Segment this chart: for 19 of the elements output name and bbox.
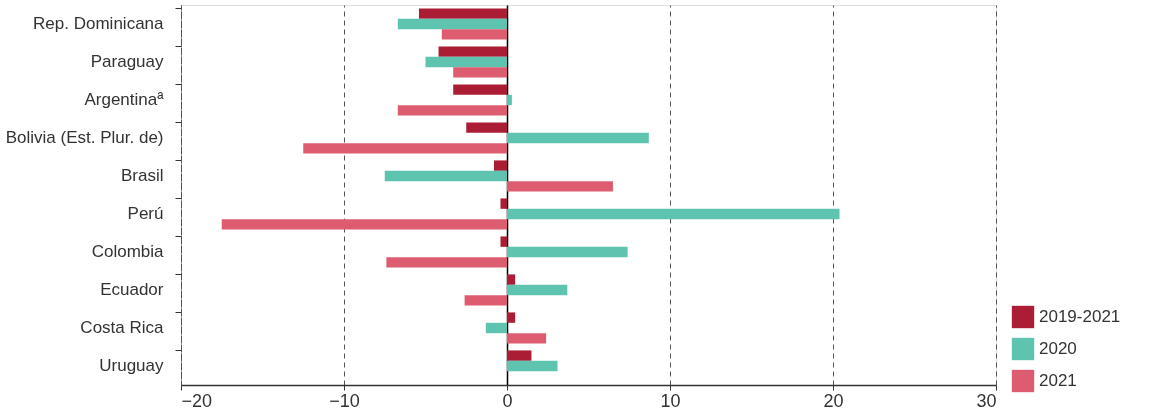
y-tick-label: Costa Rica: [80, 318, 165, 337]
y-tick-label: Bolivia (Est. Plur. de): [5, 128, 164, 147]
y-tick-label: Colombia: [91, 242, 165, 261]
y-tick-label: Perú: [127, 204, 164, 223]
y-tick-label: Rep. Dominicana: [33, 14, 165, 33]
y-tick-label: Uruguay: [99, 356, 164, 375]
x-tick-label: 30: [976, 390, 997, 411]
legend-label: 2020: [1039, 339, 1077, 358]
x-tick-label: −20: [181, 390, 213, 411]
x-tick-label: 0: [502, 390, 513, 411]
legend-label: 2021: [1039, 371, 1077, 390]
y-tick-label: Ecuador: [100, 280, 164, 299]
legend-label: 2019-2021: [1039, 307, 1121, 326]
x-tick-label: 10: [660, 390, 681, 411]
x-tick-label: −10: [329, 390, 360, 411]
y-tick-label: Brasil: [120, 166, 164, 185]
y-tick-label: Argentinaª: [84, 90, 165, 109]
y-tick-label: Paraguay: [90, 52, 164, 71]
x-tick-label: 20: [823, 390, 844, 411]
